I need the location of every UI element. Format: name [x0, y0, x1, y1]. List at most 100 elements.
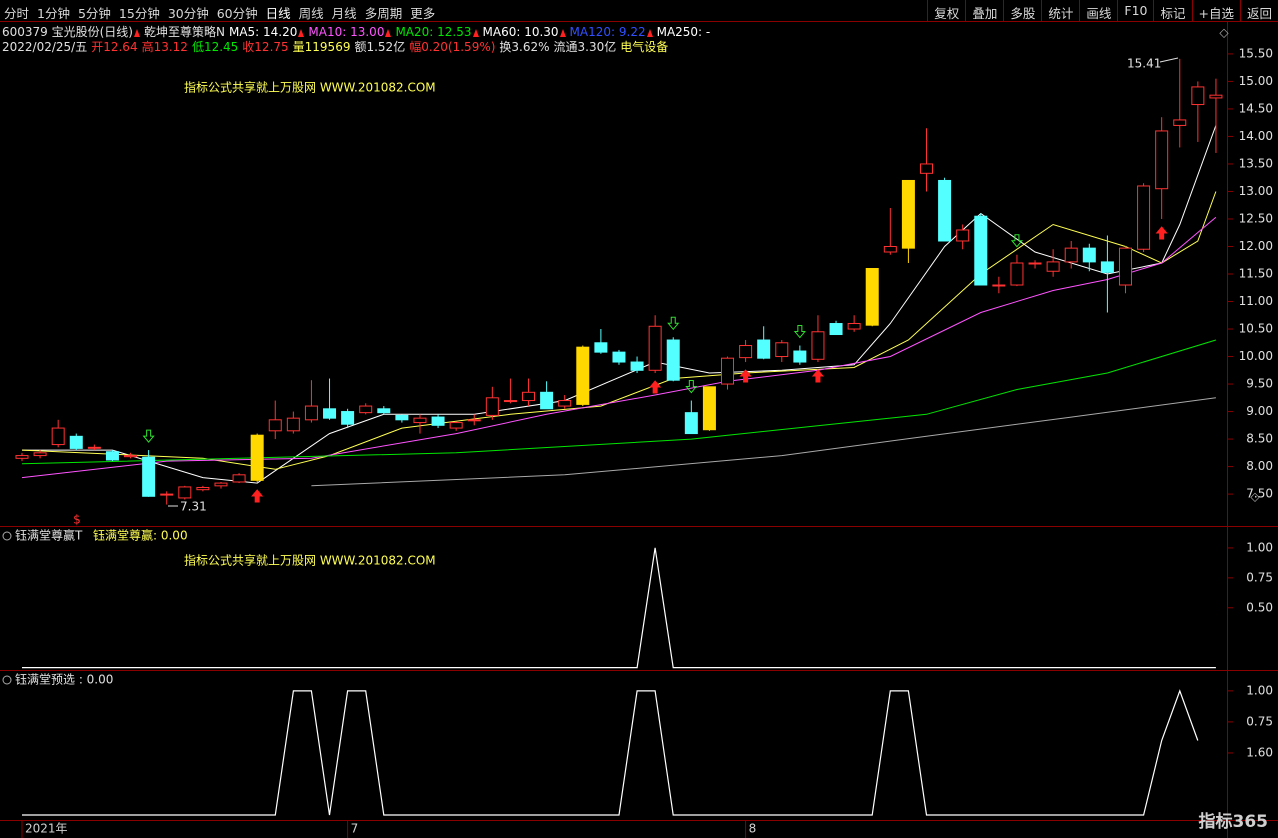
- high-pointer: [1159, 57, 1179, 63]
- diamond-icon[interactable]: ◇: [1219, 26, 1229, 40]
- candle-body: [232, 474, 246, 483]
- tool-button[interactable]: 多股: [1003, 0, 1041, 21]
- candle-body: [304, 405, 318, 421]
- candle-body: [1082, 247, 1096, 263]
- ma-line: [311, 397, 1216, 487]
- x-tick-label: 8: [749, 822, 757, 836]
- candle-body: [467, 419, 481, 422]
- tool-button[interactable]: 画线: [1079, 0, 1117, 21]
- period-tab[interactable]: 30分钟: [167, 6, 209, 21]
- low-label: 7.31: [180, 500, 207, 514]
- y-tick-label: 7.50: [1246, 487, 1273, 501]
- period-tab[interactable]: 60分钟: [216, 6, 258, 21]
- candle-body: [684, 412, 698, 435]
- sell-arrow: [142, 429, 155, 443]
- candle-body: [105, 451, 119, 461]
- y-tick-label: 0.75: [1246, 714, 1273, 728]
- indicator-line: [22, 547, 1216, 669]
- quote-item: 量119569: [292, 40, 351, 54]
- tool-buttons: 复权 叠加 多股 统计 画线 F10 标记 +自选 返回: [927, 0, 1278, 21]
- info-item: 乾坤至尊策略N: [144, 25, 225, 39]
- y-tick-label: 1.00: [1246, 683, 1273, 697]
- candle-body: [793, 350, 807, 363]
- period-tab[interactable]: 5分钟: [77, 6, 111, 21]
- y-tick-label: 1.00: [1246, 540, 1273, 554]
- quote-item: 2022/02/25/五: [2, 40, 88, 54]
- period-tab[interactable]: 15分钟: [118, 6, 160, 21]
- diamond-icon[interactable]: ◇: [1250, 490, 1260, 504]
- y-tick-label: 0.50: [1246, 600, 1273, 614]
- tool-button[interactable]: 返回: [1239, 0, 1278, 21]
- candle-body: [1173, 119, 1187, 126]
- y-tick-label: 12.50: [1239, 211, 1273, 225]
- period-tab[interactable]: 更多: [410, 6, 436, 21]
- info-item: MA10: 13.00: [308, 25, 391, 39]
- candle-body: [540, 391, 554, 410]
- candle-body: [938, 179, 952, 242]
- y-tick-label: 8.50: [1246, 432, 1273, 446]
- quote-item: 流通3.30亿: [553, 40, 617, 54]
- tool-button[interactable]: 标记: [1153, 0, 1191, 21]
- candle-body: [359, 405, 373, 414]
- candle-body: [1046, 261, 1060, 272]
- tool-button[interactable]: 统计: [1041, 0, 1079, 21]
- period-tab[interactable]: 1分钟: [37, 6, 70, 21]
- candle-body: [811, 331, 825, 360]
- candle-body: [286, 417, 300, 432]
- candle-body: [883, 245, 897, 253]
- candle-body: [522, 391, 536, 402]
- tool-button[interactable]: +自选: [1191, 0, 1240, 21]
- high-label: 15.41: [1127, 57, 1161, 71]
- period-tab[interactable]: 分时: [4, 6, 30, 21]
- candle-body: [160, 493, 174, 496]
- sell-arrow: [1010, 234, 1024, 248]
- candle-body: [775, 342, 789, 358]
- candle-body: [268, 419, 282, 432]
- panel-title: 钰满堂尊赢T: [15, 528, 83, 543]
- watermark: 指标公式共享就上万股网 WWW.201082.COM: [184, 80, 436, 95]
- candle-body: [250, 434, 264, 481]
- candle-body: [69, 435, 83, 449]
- candle-body: [702, 386, 716, 431]
- candle-body: [901, 179, 915, 249]
- candle-body: [648, 325, 662, 371]
- info-line: 600379 宝光股份(日线) 乾坤至尊策略N MA5: 14.20 MA10: 13…: [2, 23, 714, 40]
- info-item: MA60: 10.30: [483, 25, 566, 39]
- y-tick-label: 11.00: [1239, 294, 1273, 308]
- candle-body: [1028, 262, 1042, 265]
- tool-button[interactable]: 复权: [927, 0, 965, 21]
- quote-item: 低12.45: [191, 40, 239, 54]
- y-tick-label: 14.00: [1239, 129, 1273, 143]
- candle-body: [612, 351, 626, 363]
- info-item: MA5: 14.20: [229, 25, 304, 39]
- info-item: 600379 宝光股份(日线): [2, 25, 140, 39]
- period-tab[interactable]: 日线: [265, 6, 291, 21]
- tool-button[interactable]: 叠加: [965, 0, 1003, 21]
- y-tick-label: 13.00: [1239, 184, 1273, 198]
- x-tick-label: 7: [351, 822, 359, 836]
- candle-body: [431, 416, 445, 426]
- indicator-line: [22, 689, 1199, 816]
- buy-arrow: [649, 380, 662, 394]
- sell-arrow: [667, 316, 680, 331]
- period-tab[interactable]: 周线: [298, 6, 324, 21]
- x-tick-label: 2021年: [25, 822, 68, 836]
- candle-body: [1191, 86, 1205, 106]
- panel-title: 钰满堂预选 : 0.00: [15, 673, 113, 687]
- panel-icon[interactable]: [2, 675, 12, 685]
- candle-body: [1155, 130, 1169, 190]
- candle-body: [503, 400, 517, 403]
- candle-body: [377, 408, 391, 414]
- y-tick-label: 15.50: [1239, 46, 1273, 60]
- tool-button[interactable]: F10: [1117, 0, 1153, 21]
- period-tab[interactable]: 月线: [331, 6, 357, 21]
- period-tab[interactable]: 多周期: [364, 6, 403, 21]
- buy-arrow: [251, 489, 264, 503]
- candle-body: [413, 417, 427, 424]
- period-tabs: 分时 1分钟 5分钟 15分钟 30分钟 60分钟 日线 周线 月线 多周期 更多: [4, 3, 443, 22]
- candle-body: [15, 455, 29, 459]
- panel-icon[interactable]: [2, 531, 12, 541]
- candle-body: [142, 456, 156, 497]
- candle-body: [1209, 94, 1223, 99]
